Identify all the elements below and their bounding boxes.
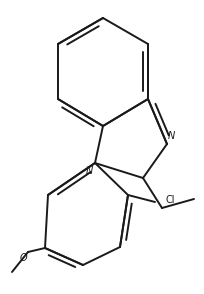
Text: Cl: Cl <box>165 195 174 205</box>
Text: N: N <box>168 131 175 141</box>
Text: N: N <box>86 166 93 176</box>
Text: O: O <box>19 253 27 263</box>
